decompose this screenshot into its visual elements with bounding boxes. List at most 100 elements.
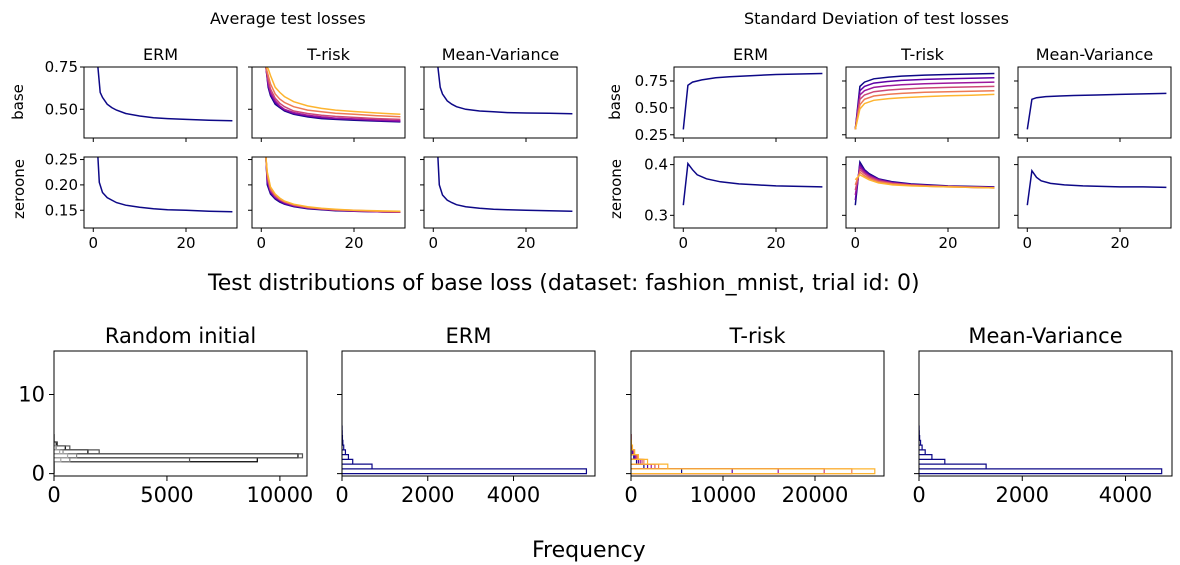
- panel-6-ytick-label: 0.75: [635, 72, 668, 90]
- panel-8-title: Mean-Variance: [1036, 45, 1154, 64]
- panel-7-series-line-5: [854, 93, 995, 130]
- panel-14-xtick-label: 0: [624, 483, 637, 507]
- panel-7-title: T-risk: [900, 45, 944, 64]
- panel-1-frame: [251, 66, 406, 139]
- panel-14-frame: [630, 350, 885, 477]
- panel-1-series-line-0: [265, 67, 401, 123]
- panel-15-xtick-label: 2000: [996, 483, 1049, 507]
- panel-14-hist-series-1: [631, 434, 733, 475]
- panel-13-xtick-label: 2000: [401, 483, 454, 507]
- panel-13-xtick-label: 4000: [487, 483, 540, 507]
- panel-5-xtick-label: 0: [428, 234, 438, 252]
- panel-4-series-line-1: [265, 157, 401, 214]
- panel-3-xtick-label: 20: [176, 234, 195, 252]
- panel-9-xtick-label: 20: [766, 234, 785, 252]
- panel-14-hist-series-5: [631, 434, 876, 475]
- panel-13-hist-series-0: [342, 425, 588, 475]
- panel-7-series-line-0: [854, 72, 995, 130]
- panel-9-series-line-0: [682, 161, 823, 206]
- panel-12-xtick-label: 5000: [140, 483, 193, 507]
- panel-3-xtick-label: 0: [88, 234, 98, 252]
- panel-9-ytick-label: 0.3: [644, 206, 668, 224]
- panel-12-ytick-label: 10: [18, 383, 45, 407]
- panel-11-series-line-0: [1026, 168, 1167, 206]
- panel-7-frame: [845, 66, 1000, 139]
- panel-12-hist-series-1: [54, 434, 304, 474]
- panel-2-title: Mean-Variance: [442, 45, 560, 64]
- panel-10-xtick-label: 0: [850, 234, 860, 252]
- panel-10-series-line-5: [854, 173, 995, 189]
- panel-4-xtick-label: 20: [344, 234, 363, 252]
- panel-6-series-line-0: [682, 72, 823, 130]
- panel-12-hist-series-2: [54, 441, 78, 474]
- panel-6-ytick-label: 0.50: [635, 99, 668, 117]
- panel-3-ytick-label: 0.20: [45, 176, 78, 194]
- panel-3-series-line-0: [97, 157, 233, 213]
- panel-14-hist-series-2: [631, 434, 779, 475]
- panel-12-frame: [53, 350, 308, 477]
- panel-11-frame: [1017, 156, 1172, 229]
- panel-11-xtick-label: 20: [1110, 234, 1129, 252]
- panel-15-title: Mean-Variance: [968, 324, 1122, 348]
- panel-6-frame: [673, 66, 828, 139]
- panel-14-hist-series-4: [631, 434, 853, 475]
- panel-0-ytick-label: 0.75: [45, 58, 78, 76]
- panel-3-ytick-label: 0.15: [45, 201, 78, 219]
- panel-11-xtick-label: 0: [1022, 234, 1032, 252]
- panel-12-hist-series-3: [54, 441, 69, 474]
- panel-10-series-line-0: [854, 159, 995, 206]
- panel-0-series-line-0: [97, 67, 233, 122]
- panel-1-series-line-3: [265, 67, 401, 121]
- panel-7-series-line-4: [854, 89, 995, 130]
- panel-12-title: Random initial: [105, 324, 256, 348]
- panel-4-series-line-5: [265, 157, 401, 213]
- panel-7-series-line-1: [854, 77, 995, 130]
- panel-14-xtick-label: 20000: [782, 483, 849, 507]
- panel-5-series-line-0: [437, 157, 573, 213]
- avg-supertitle: Average test losses: [210, 9, 366, 28]
- panel-10-frame: [845, 156, 1000, 229]
- panel-12-ytick-label: 0: [32, 462, 45, 486]
- panel-13-xtick-label: 0: [335, 483, 348, 507]
- panel-10-xtick-label: 20: [938, 234, 957, 252]
- panel-3-frame: [83, 156, 238, 229]
- panel-2-series-line-0: [437, 67, 573, 115]
- panel-9-ytick-label: 0.4: [644, 156, 668, 174]
- panel-14-title: T-risk: [728, 324, 786, 348]
- panel-12-xtick-label: 10000: [246, 483, 313, 507]
- panel-6-ytick-label: 0.25: [635, 126, 668, 144]
- panel-14-xtick-label: 10000: [690, 483, 757, 507]
- distribution-supertitle: Test distributions of base loss (dataset…: [208, 271, 920, 296]
- panel-8-series-line-0: [1026, 92, 1167, 130]
- panel-13-title: ERM: [446, 324, 492, 348]
- panel-12-hist-series-0: [54, 434, 299, 474]
- panel-1-series-line-4: [265, 67, 401, 118]
- panel-15-xtick-label: 0: [912, 483, 925, 507]
- panel-8-frame: [1017, 66, 1172, 139]
- panel-9-xtick-label: 0: [678, 234, 688, 252]
- panel-14-hist-series-0: [631, 434, 683, 475]
- std-supertitle: Standard Deviation of test losses: [744, 9, 1009, 28]
- panel-7-series-line-3: [854, 85, 995, 130]
- panel-12-xtick-label: 0: [47, 483, 60, 507]
- panel-0-title: ERM: [143, 45, 178, 64]
- panel-0-frame: [83, 66, 238, 139]
- panel-5-frame: [423, 156, 578, 229]
- panel-15-hist-series-0: [919, 425, 1163, 475]
- panel-1-series-line-5: [265, 67, 401, 116]
- panel-5-xtick-label: 20: [516, 234, 535, 252]
- panel-1-series-line-2: [265, 67, 401, 122]
- panel-13-frame: [341, 350, 596, 477]
- panel-4-xtick-label: 0: [256, 234, 266, 252]
- panel-15-frame: [918, 350, 1173, 477]
- panel-7-series-line-2: [854, 81, 995, 130]
- frequency-xlabel: Frequency: [532, 538, 646, 563]
- panel-6-title: ERM: [733, 45, 768, 64]
- panel-4-frame: [251, 156, 406, 229]
- panel-15-xtick-label: 4000: [1099, 483, 1152, 507]
- panel-3-ytick-label: 0.25: [45, 151, 78, 169]
- panel-1-title: T-risk: [306, 45, 350, 64]
- panel-2-frame: [423, 66, 578, 139]
- panel-14-hist-series-3: [631, 434, 825, 475]
